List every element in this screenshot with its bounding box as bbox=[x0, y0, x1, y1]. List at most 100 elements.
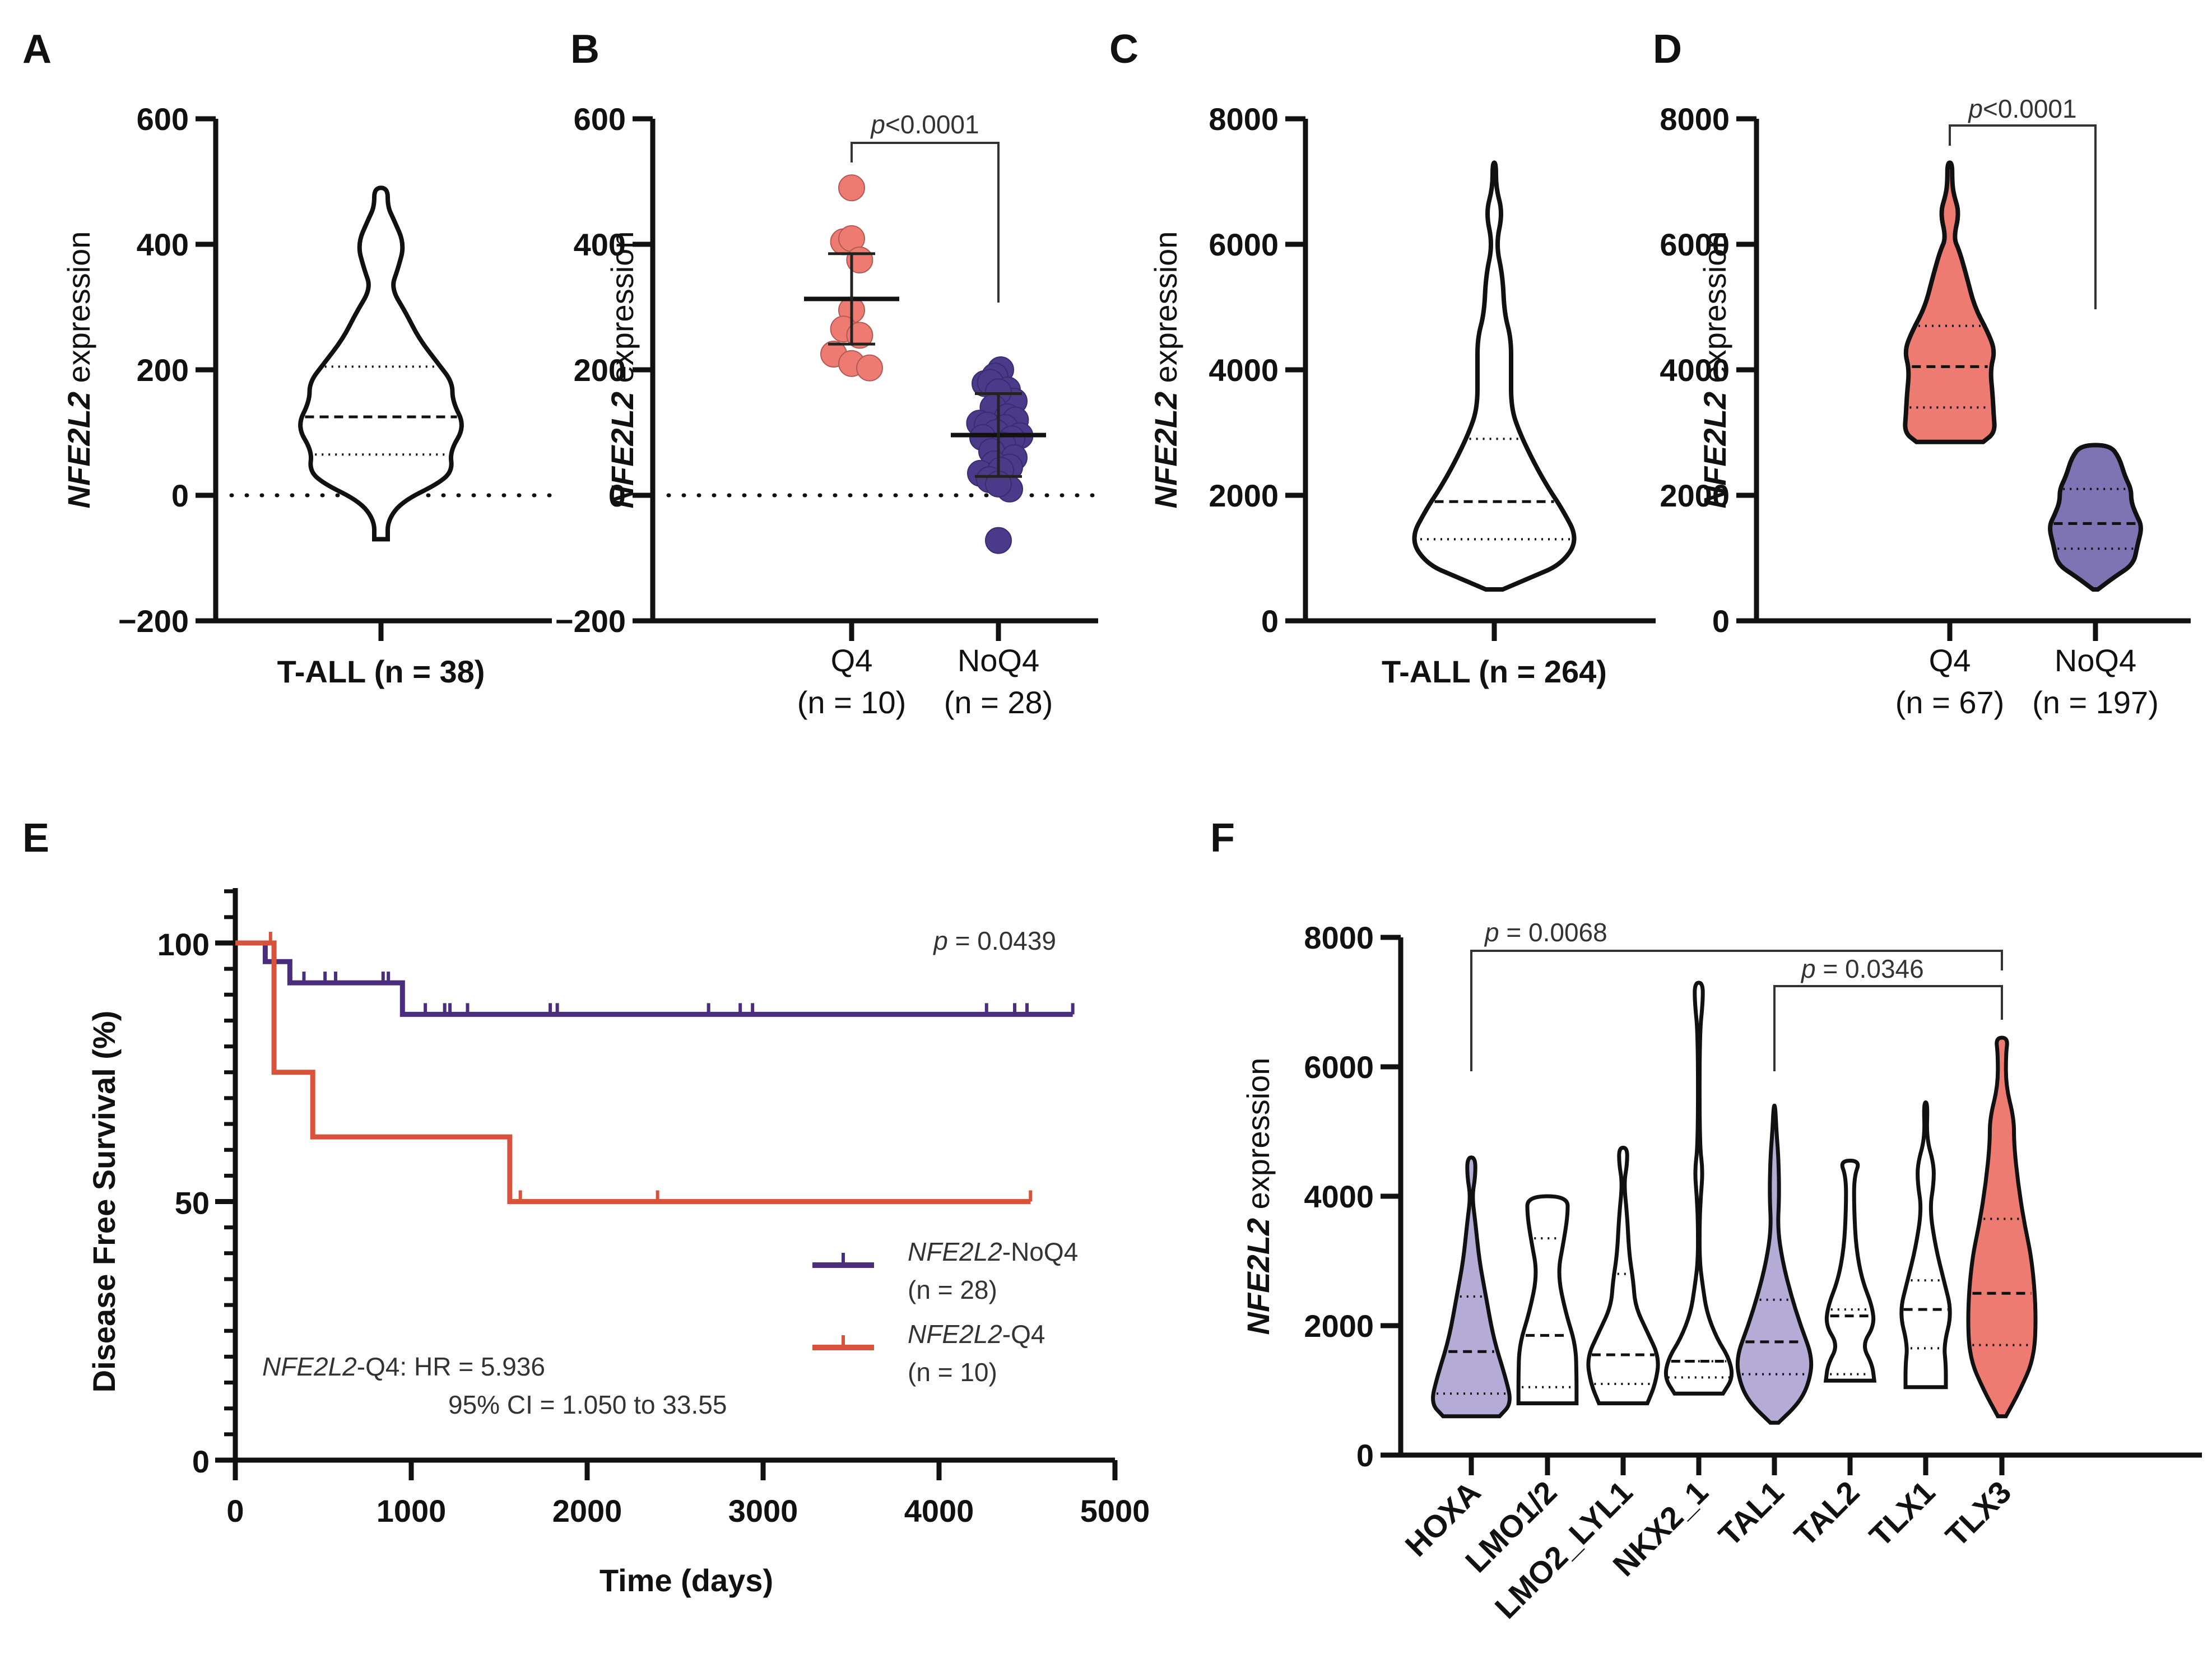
x-category-n: (n = 197) bbox=[2032, 685, 2159, 720]
violin-hoxa bbox=[1431, 1155, 1512, 1419]
panel-b-scatter-chart: −200 0 200 400 600 NFE2L2 expression Q4 (n = 10… bbox=[555, 101, 1100, 720]
y-axis-label: NFE2L2 expression bbox=[1697, 231, 1732, 509]
y-tick-label: 0 bbox=[1261, 603, 1279, 639]
data-point-q4 bbox=[846, 322, 873, 349]
y-tick-label: 4000 bbox=[1209, 352, 1279, 388]
x-category-label: NoQ4 bbox=[2055, 643, 2136, 678]
survival-curve-noq4 bbox=[235, 940, 1073, 1017]
data-point-q4 bbox=[856, 354, 883, 382]
x-category-label: TAL2 bbox=[1787, 1474, 1866, 1553]
panel-d-violin-chart: 0 2000 4000 6000 8000 NFE2L2 expression Q4 (n =… bbox=[1660, 94, 2191, 720]
legend-label: NFE2L2-NoQ4 bbox=[908, 1237, 1078, 1266]
y-tick-label: 4000 bbox=[1304, 1179, 1374, 1214]
significance-bracket bbox=[1470, 950, 2003, 1071]
p-symbol: p bbox=[1967, 94, 1983, 123]
violin-q4 bbox=[1903, 160, 1997, 444]
y-tick-label: 6000 bbox=[1209, 227, 1279, 262]
panel-letter-c: C bbox=[1109, 27, 1138, 72]
panel-letter-d: D bbox=[1653, 27, 1682, 72]
p-value-label: p<0.0001 bbox=[870, 110, 979, 139]
violin-t-all bbox=[298, 185, 464, 542]
hr-value: -Q4: HR = 5.936 bbox=[357, 1352, 545, 1381]
hr-gene: NFE2L2 bbox=[262, 1352, 357, 1381]
x-tick-label: 5000 bbox=[1080, 1493, 1150, 1528]
y-axis-label-text: expression bbox=[1148, 231, 1183, 392]
significance-bracket bbox=[851, 142, 1000, 303]
legend-n: (n = 10) bbox=[908, 1358, 997, 1387]
y-axis-label-gene: NFE2L2 bbox=[1240, 1218, 1276, 1335]
x-tick-label: 3000 bbox=[728, 1493, 798, 1528]
y-tick-label: 8000 bbox=[1209, 101, 1279, 137]
y-tick-label: 50 bbox=[175, 1186, 210, 1221]
legend-gene: NFE2L2 bbox=[908, 1237, 1002, 1266]
y-axis-label-text: expression bbox=[1697, 231, 1732, 392]
y-axis-label-gene: NFE2L2 bbox=[1148, 392, 1183, 509]
y-tick-label: −200 bbox=[555, 603, 626, 639]
p-value-text: = 0.0439 bbox=[948, 926, 1056, 955]
p-value-text: = 0.0068 bbox=[1499, 918, 1607, 947]
y-axis-label-text: expression bbox=[605, 231, 640, 392]
x-category-n: (n = 10) bbox=[797, 685, 907, 720]
legend-label: NFE2L2-Q4 bbox=[908, 1319, 1045, 1349]
violin-lmo2-lyl1 bbox=[1586, 1145, 1660, 1406]
data-point-noq4 bbox=[985, 527, 1012, 554]
x-category-label: TAL1 bbox=[1712, 1474, 1791, 1553]
y-tick-label: 600 bbox=[574, 101, 626, 137]
violin-tal2 bbox=[1823, 1158, 1877, 1383]
y-tick-label: 6000 bbox=[1660, 227, 1730, 262]
p-symbol: p bbox=[932, 926, 948, 955]
x-tick-label: 1000 bbox=[377, 1493, 447, 1528]
y-axis-label-text: expression bbox=[1240, 1058, 1276, 1218]
p-symbol: p bbox=[1484, 918, 1499, 947]
y-tick-label: 8000 bbox=[1304, 920, 1374, 955]
y-tick-label: 600 bbox=[137, 101, 189, 137]
y-tick-label: 0 bbox=[608, 478, 626, 513]
y-tick-label: 400 bbox=[574, 227, 626, 262]
x-axis-label: Time (days) bbox=[600, 1563, 773, 1598]
y-axis-label-gene: NFE2L2 bbox=[61, 392, 96, 509]
x-tick-label: 2000 bbox=[552, 1493, 622, 1528]
legend-group: -NoQ4 bbox=[1002, 1237, 1078, 1266]
p-value-label: p = 0.0068 bbox=[1484, 918, 1607, 947]
significance-bracket bbox=[1949, 124, 2097, 309]
p-value-label: p = 0.0439 bbox=[932, 926, 1056, 955]
legend-n: (n = 28) bbox=[908, 1275, 997, 1304]
x-category-label: Q4 bbox=[1929, 643, 1971, 678]
y-tick-label: 200 bbox=[137, 352, 189, 388]
panel-letter-a: A bbox=[22, 27, 52, 72]
x-category-label: TLX1 bbox=[1862, 1474, 1941, 1553]
p-symbol: p bbox=[1800, 954, 1816, 983]
violin-tlx1 bbox=[1899, 1100, 1952, 1390]
y-axis-label: NFE2L2 expression bbox=[61, 231, 96, 509]
violin-nkx2-1 bbox=[1663, 981, 1734, 1396]
violin-lmo1-2 bbox=[1516, 1194, 1579, 1406]
y-axis-label-gene: NFE2L2 bbox=[1697, 392, 1732, 509]
violin-tlx3 bbox=[1966, 1035, 2038, 1419]
y-tick-label: 4000 bbox=[1660, 352, 1730, 388]
y-axis-label-gene: NFE2L2 bbox=[605, 392, 640, 509]
x-category-label: TLX3 bbox=[1939, 1474, 2018, 1553]
x-category-label: T-ALL (n = 264) bbox=[1382, 654, 1607, 689]
y-tick-label: 6000 bbox=[1304, 1049, 1374, 1085]
x-category-label: Q4 bbox=[831, 643, 873, 678]
y-axis-label: NFE2L2 expression bbox=[1240, 1058, 1276, 1335]
x-category-label: NoQ4 bbox=[958, 643, 1039, 678]
y-tick-label: 2000 bbox=[1209, 478, 1279, 513]
y-tick-label: 0 bbox=[192, 1444, 210, 1479]
legend-gene: NFE2L2 bbox=[908, 1319, 1002, 1349]
y-tick-label: 0 bbox=[171, 478, 189, 513]
legend-group: -Q4 bbox=[1002, 1319, 1045, 1349]
x-tick-label: 4000 bbox=[904, 1493, 974, 1528]
violin-tal1 bbox=[1735, 1103, 1814, 1425]
y-axis-label: NFE2L2 expression bbox=[1148, 231, 1183, 509]
y-tick-label: 2000 bbox=[1660, 478, 1730, 513]
confidence-interval-label: 95% CI = 1.050 to 33.55 bbox=[448, 1390, 727, 1419]
significance-bracket bbox=[1773, 985, 2003, 1071]
panel-c-violin-chart: 0 2000 4000 6000 8000 NFE2L2 expression T-ALL … bbox=[1148, 101, 1656, 689]
p-value-label: p = 0.0346 bbox=[1800, 954, 1924, 983]
hazard-ratio-label: NFE2L2-Q4: HR = 5.936 bbox=[262, 1352, 545, 1381]
y-tick-label: 0 bbox=[1356, 1438, 1374, 1473]
x-category-label: T-ALL (n = 38) bbox=[277, 654, 485, 689]
